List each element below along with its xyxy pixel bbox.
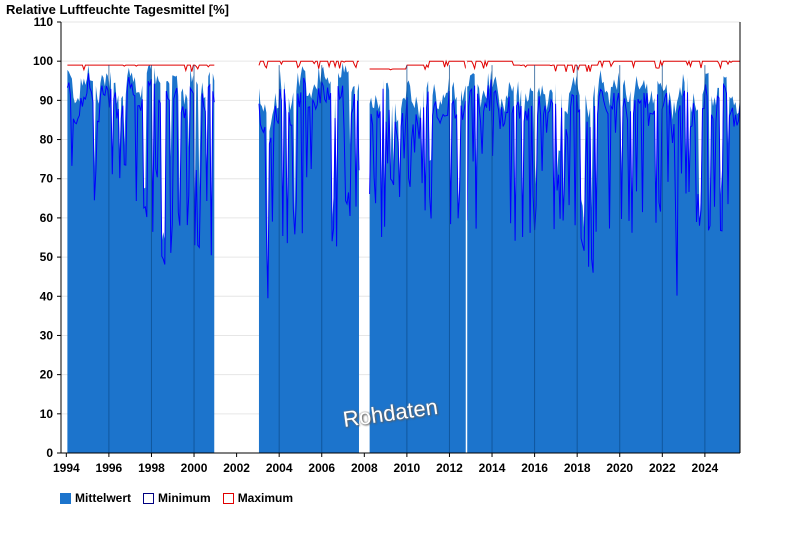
x-tick-label: 2020 [606, 461, 633, 475]
series-maximum-line [67, 64, 215, 73]
y-tick-label: 40 [40, 289, 54, 303]
x-tick-label: 2010 [394, 461, 421, 475]
y-tick-label: 30 [40, 328, 54, 342]
y-tick-label: 50 [40, 250, 54, 264]
y-tick-label: 90 [40, 93, 54, 107]
data-areas [66, 59, 741, 453]
legend-item-maximum: Maximum [222, 491, 294, 505]
series-minimum-line [369, 79, 741, 296]
x-tick-label: 2014 [479, 461, 506, 475]
series-maximum-line [258, 60, 359, 69]
legend-swatch-mittelwert [60, 492, 71, 504]
series-mittelwert-area [369, 70, 740, 453]
x-tick-label: 2002 [223, 461, 250, 475]
x-tick-label: 1996 [96, 461, 123, 475]
x-tick-label: 1998 [138, 461, 165, 475]
x-tick-labels: 1994 1996 1998 2000 2002 2004 2006 2008 2010 2012… [53, 461, 719, 475]
y-tick-label: 100 [33, 54, 53, 68]
legend-label-minimum: Minimum [158, 491, 211, 505]
year-lines [108, 61, 706, 453]
axes [57, 21, 741, 457]
y-tick-label: 80 [40, 133, 54, 147]
y-tick-label: 110 [34, 15, 54, 29]
y-tick-label: 60 [40, 211, 54, 225]
legend-label-mittelwert: Mittelwert [75, 491, 132, 505]
series-minimum-line [258, 77, 360, 299]
y-tick-label: 70 [40, 172, 54, 186]
x-tick-label: 2022 [649, 461, 676, 475]
x-tick-label: 2000 [181, 461, 208, 475]
series-mittelwert-area [67, 65, 215, 453]
x-tick-label: 2016 [521, 461, 548, 475]
legend-item-mittelwert: Mittelwert [60, 491, 131, 505]
y-tick-label: 10 [40, 407, 54, 421]
series-maximum-line [369, 59, 740, 73]
x-tick-label: 2012 [436, 461, 463, 475]
x-tick-label: 2024 [692, 461, 719, 475]
legend-swatch-minimum [143, 492, 155, 504]
legend-swatch-maximum [222, 492, 234, 504]
series-minimum-line [66, 73, 215, 265]
legend-item-minimum: Minimum [143, 491, 211, 505]
x-tick-label: 2018 [564, 461, 591, 475]
x-tick-label: 1994 [53, 461, 80, 475]
y-tick-label: 0 [46, 446, 53, 460]
y-tick-labels: 0 10 20 30 40 50 60 70 80 90 100 110 [33, 15, 53, 460]
legend-label-maximum: Maximum [237, 491, 294, 505]
y-tick-label: 20 [40, 368, 54, 382]
legend: Mittelwert Minimum Maximum [60, 490, 305, 506]
x-tick-label: 2004 [266, 461, 293, 475]
x-tick-label: 2008 [351, 461, 378, 475]
chart-title: Relative Luftfeuchte Tagesmittel [%] [6, 2, 229, 17]
x-tick-label: 2006 [308, 461, 335, 475]
